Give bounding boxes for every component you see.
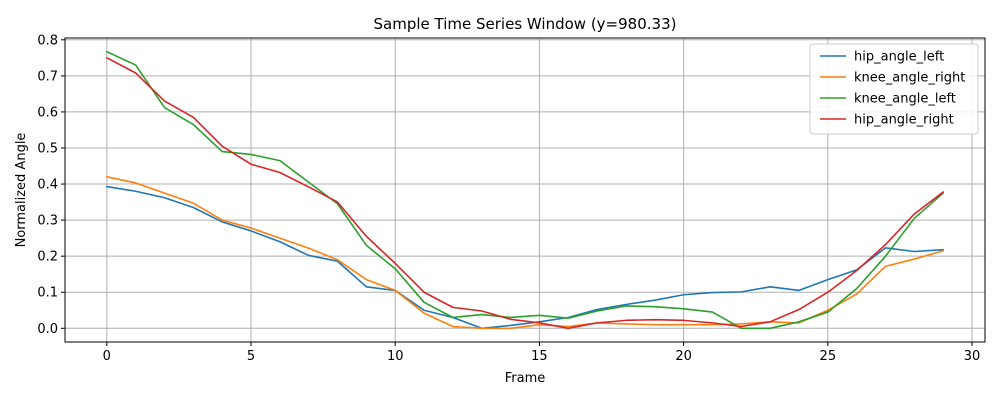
x-tick-label: 25 <box>820 349 837 364</box>
series-line-hip_angle_right <box>106 57 944 330</box>
legend-label-hip_angle_left: hip_angle_left <box>854 50 944 65</box>
legend-box <box>809 43 979 135</box>
legend-label-knee_angle_left: knee_angle_left <box>854 92 956 107</box>
plot-frame <box>64 37 986 343</box>
series-line-knee_angle_right <box>106 176 944 330</box>
x-tick-label: 5 <box>247 349 255 364</box>
y-tick-label: 0.8 <box>37 33 58 48</box>
x-tick-label: 10 <box>387 349 404 364</box>
y-tick-label: 0.6 <box>37 105 58 120</box>
axis-ticks: 0 5 10 15 20 25 30 0.0 0.1 0.2 0.3 0.4 0.5 0.6 0.7 0.8 <box>37 33 980 364</box>
x-tick-label: 30 <box>964 349 981 364</box>
legend-label-knee_angle_right: knee_angle_right <box>854 71 965 86</box>
legend-label-hip_angle_right: hip_angle_right <box>854 113 954 128</box>
x-tick-label: 20 <box>675 349 692 364</box>
y-axis-label: Normalized Angle <box>14 133 29 248</box>
y-tick-label: 0.4 <box>37 178 58 193</box>
legend: hip_angle_left knee_angle_right knee_angle… <box>809 43 979 135</box>
x-tick-label: 15 <box>531 349 548 364</box>
y-tick-label: 0.1 <box>37 286 58 301</box>
y-tick-label: 0.0 <box>37 322 58 337</box>
chart-title: Sample Time Series Window (y=980.33) <box>374 15 677 33</box>
y-tick-label: 0.7 <box>37 69 58 84</box>
y-tick-label: 0.5 <box>37 141 58 156</box>
series-line-knee_angle_left <box>106 50 944 330</box>
y-tick-label: 0.2 <box>37 250 58 265</box>
series-lines <box>106 50 944 330</box>
x-tick-label: 0 <box>103 349 111 364</box>
y-tick-label: 0.3 <box>37 214 58 229</box>
series-line-hip_angle_left <box>106 185 944 330</box>
x-axis-label: Frame <box>505 371 546 386</box>
